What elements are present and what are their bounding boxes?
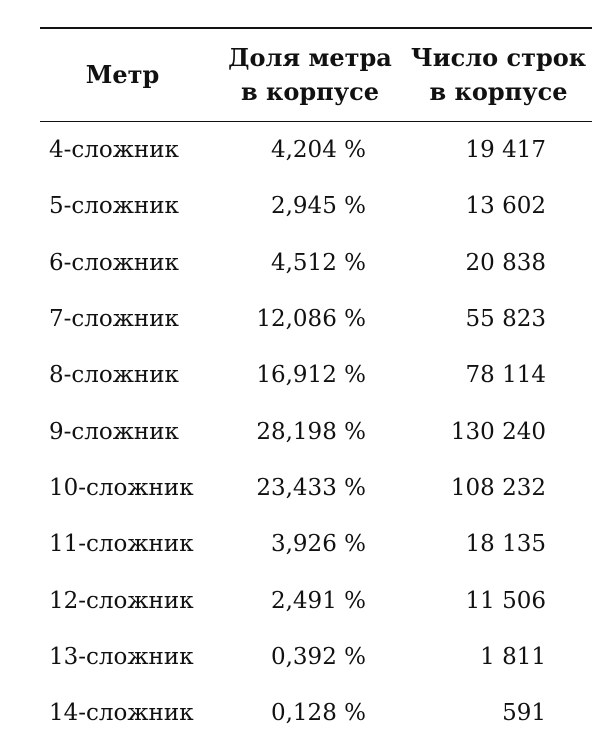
lines-cell: 55 823	[465, 306, 546, 333]
share-cell: 28,198 %	[256, 418, 366, 445]
meter-table: Метр Доля метра в корпусе Число строк в …	[40, 27, 592, 741]
header-share: Доля метра в корпусе	[220, 41, 400, 109]
share-cell: 16,912 %	[256, 362, 366, 389]
meter-cell: 11-сложник	[49, 531, 194, 558]
share-cell: 4,512 %	[270, 249, 366, 276]
table-row: 14-сложник 0,128 % 591	[40, 685, 592, 741]
table-header-rule	[40, 121, 592, 122]
meter-cell: 12-сложник	[49, 587, 194, 614]
table-row: 11-сложник 3,926 % 18 135	[40, 516, 592, 572]
meter-cell: 9-сложник	[49, 418, 179, 445]
table-row: 5-сложник 2,945 % 13 602	[40, 178, 592, 234]
share-cell: 0,392 %	[270, 643, 366, 670]
share-cell: 23,433 %	[256, 474, 366, 501]
meter-cell: 4-сложник	[49, 137, 179, 164]
share-cell: 3,926 %	[270, 531, 366, 558]
lines-cell: 108 232	[450, 474, 546, 501]
lines-cell: 1 811	[480, 643, 546, 670]
header-meter: Метр	[40, 58, 205, 92]
share-cell: 12,086 %	[256, 306, 366, 333]
lines-cell: 78 114	[465, 362, 546, 389]
share-cell: 2,945 %	[270, 193, 366, 220]
table-row: 6-сложник 4,512 % 20 838	[40, 235, 592, 291]
lines-cell: 20 838	[465, 249, 546, 276]
header-share-line2: в корпусе	[241, 77, 379, 106]
share-cell: 0,128 %	[270, 700, 366, 727]
share-cell: 2,491 %	[270, 587, 366, 614]
meter-cell: 14-сложник	[49, 700, 194, 727]
table-row: 10-сложник 23,433 % 108 232	[40, 460, 592, 516]
share-cell: 4,204 %	[270, 137, 366, 164]
meter-cell: 5-сложник	[49, 193, 179, 220]
meter-cell: 8-сложник	[49, 362, 179, 389]
table-body: 4-сложник 4,204 % 19 417 5-сложник 2,945…	[40, 122, 592, 741]
header-meter-label: Метр	[85, 60, 160, 89]
lines-cell: 18 135	[465, 531, 546, 558]
meter-cell: 13-сложник	[49, 643, 194, 670]
header-share-line1: Доля метра	[228, 43, 392, 72]
table-row: 13-сложник 0,392 % 1 811	[40, 629, 592, 685]
table-row: 4-сложник 4,204 % 19 417	[40, 122, 592, 178]
header-lines-line2: в корпусе	[429, 77, 568, 106]
header-lines: Число строк в корпусе	[405, 41, 592, 109]
lines-cell: 591	[502, 700, 546, 727]
table-row: 12-сложник 2,491 % 11 506	[40, 572, 592, 628]
meter-cell: 6-сложник	[49, 249, 179, 276]
table-row: 8-сложник 16,912 % 78 114	[40, 347, 592, 403]
lines-cell: 19 417	[465, 137, 546, 164]
meter-cell: 7-сложник	[49, 306, 179, 333]
table-top-rule	[40, 27, 592, 29]
header-lines-line1: Число строк	[410, 43, 587, 72]
table-row: 9-сложник 28,198 % 130 240	[40, 403, 592, 459]
table-header: Метр Доля метра в корпусе Число строк в …	[40, 29, 592, 121]
lines-cell: 13 602	[465, 193, 546, 220]
table-row: 7-сложник 12,086 % 55 823	[40, 291, 592, 347]
lines-cell: 130 240	[450, 418, 546, 445]
meter-cell: 10-сложник	[49, 474, 194, 501]
lines-cell: 11 506	[465, 587, 546, 614]
